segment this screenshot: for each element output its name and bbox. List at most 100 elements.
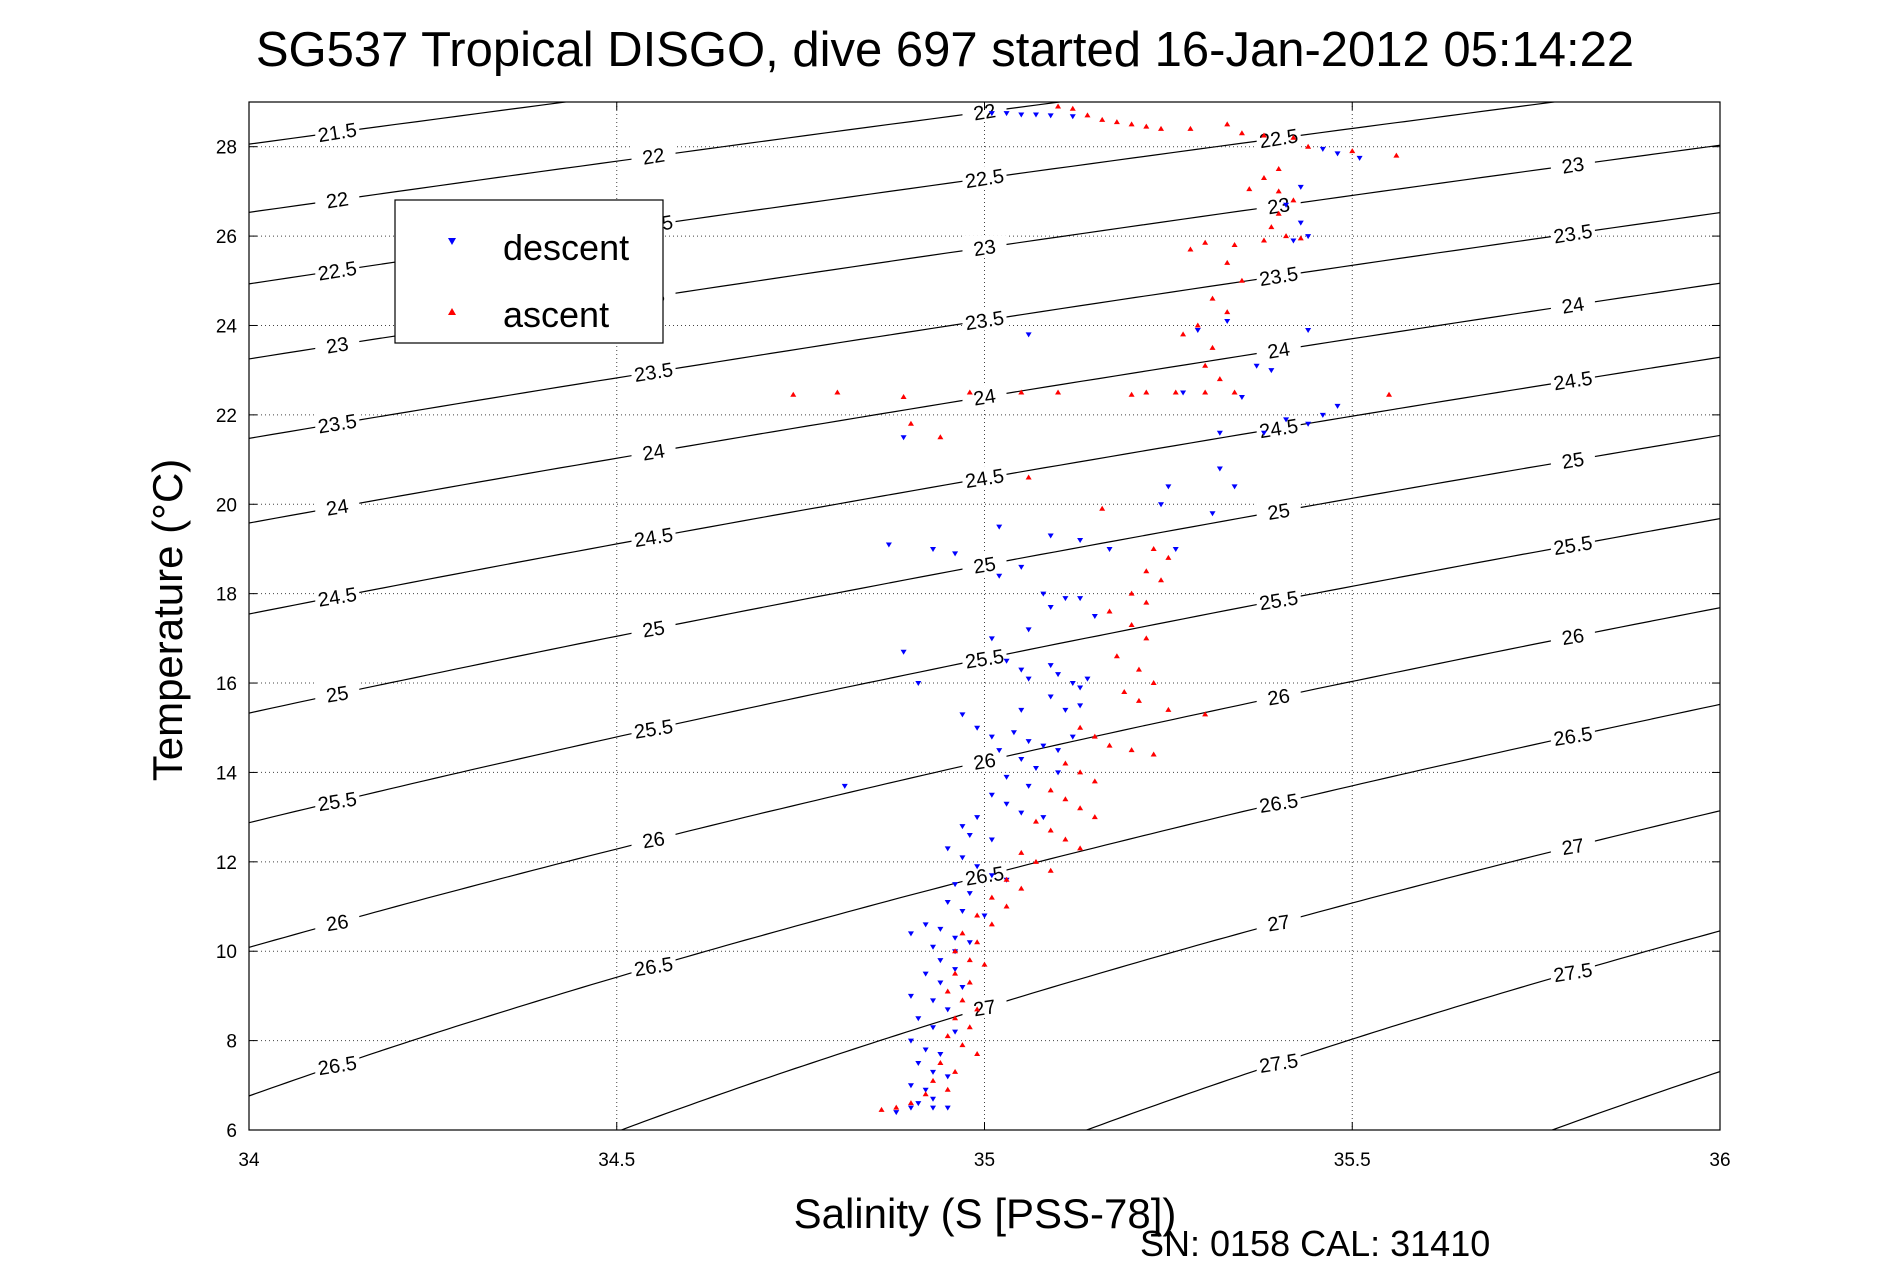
- ascent-point: [1062, 836, 1069, 842]
- ascent-point: [1165, 706, 1172, 712]
- ascent-point: [966, 979, 973, 985]
- descent-point: [974, 725, 981, 731]
- ascent-point: [1025, 474, 1032, 480]
- descent-point: [988, 111, 995, 117]
- y-tick-label: 28: [216, 138, 237, 159]
- ascent-point: [1216, 376, 1223, 382]
- descent-point: [922, 1047, 929, 1053]
- contour-label-bg: [315, 333, 360, 356]
- ascent-point: [1135, 666, 1142, 672]
- contour-label: 27.5: [1552, 959, 1594, 987]
- contour-label-bg: [962, 995, 1007, 1018]
- contour-label: 26: [325, 911, 350, 936]
- ascent-point: [1172, 389, 1179, 395]
- contour-label-bg: [1256, 338, 1301, 361]
- descent-point: [996, 573, 1003, 579]
- descent-point: [915, 1101, 922, 1107]
- density-contour-line: [249, 517, 1720, 824]
- descent-point: [1032, 765, 1039, 771]
- ascent-point: [1194, 322, 1201, 328]
- descent-point: [1003, 658, 1010, 664]
- legend-descent-label: descent: [503, 227, 629, 268]
- y-tick-label: 12: [216, 853, 237, 874]
- descent-point: [1268, 368, 1275, 374]
- y-tick-label: 18: [216, 585, 237, 606]
- descent-point: [1216, 430, 1223, 436]
- ascent-point: [937, 1059, 944, 1065]
- ascent-point: [1113, 119, 1120, 125]
- descent-point: [1025, 783, 1032, 789]
- ascent-point: [900, 393, 907, 399]
- contour-label: 23: [972, 236, 997, 261]
- contour-label-bg: [1256, 126, 1301, 149]
- contour-label: 23.5: [1552, 221, 1594, 249]
- contour-label: 25: [1560, 449, 1585, 474]
- descent-point: [915, 1060, 922, 1066]
- ascent-point: [1128, 391, 1135, 397]
- descent-point: [981, 913, 988, 919]
- ascent-point: [1158, 577, 1165, 583]
- descent-point: [1018, 564, 1025, 570]
- ascent-point: [1180, 331, 1187, 337]
- ascent-point: [1202, 711, 1209, 717]
- descent-point: [841, 783, 848, 789]
- descent-point: [944, 900, 951, 906]
- contour-label-bg: [1550, 624, 1595, 647]
- contour-label-bg: [1256, 910, 1301, 933]
- ascent-point: [952, 948, 959, 954]
- contour-label-bg: [1550, 293, 1595, 316]
- ascent-point: [1018, 849, 1025, 855]
- ascent-point: [966, 1024, 973, 1030]
- descent-point: [966, 940, 973, 946]
- descent-point: [1231, 484, 1238, 490]
- contour-label-bg: [1256, 499, 1301, 522]
- descent-point: [1091, 614, 1098, 619]
- x-tick-label: 36: [1709, 1150, 1730, 1171]
- ascent-point: [1268, 224, 1275, 230]
- contour-label-bg: [1550, 960, 1595, 983]
- contour-label: 25.5: [1258, 587, 1300, 615]
- contour-label-bg: [962, 552, 1007, 575]
- ascent-point: [1231, 389, 1238, 395]
- descent-point: [930, 1069, 937, 1075]
- ascent-point: [907, 1100, 914, 1106]
- descent-point: [922, 971, 929, 977]
- descent-point: [922, 1087, 929, 1093]
- descent-point: [1047, 694, 1054, 700]
- legend-descent-marker: [448, 238, 456, 245]
- density-contours: [249, 102, 1720, 1130]
- contour-label: 24: [641, 440, 666, 465]
- contour-label-bg: [631, 525, 676, 548]
- ascent-point: [1077, 805, 1084, 811]
- descent-point: [893, 1110, 900, 1116]
- ascent-point: [974, 1006, 981, 1012]
- descent-point: [1253, 363, 1260, 369]
- ascent-point: [1202, 362, 1209, 368]
- descent-point: [944, 1074, 951, 1080]
- descent-point: [1077, 703, 1084, 709]
- contour-label: 25.5: [633, 716, 675, 744]
- descent-point: [1180, 390, 1187, 396]
- descent-point: [1172, 546, 1179, 552]
- descent-point: [937, 926, 944, 932]
- ascent-point: [1187, 246, 1194, 252]
- legend-ascent-label: ascent: [503, 294, 609, 335]
- ascent-point: [944, 1086, 951, 1092]
- ascent-point: [952, 1015, 959, 1021]
- ascent-point: [1143, 635, 1150, 641]
- contour-label: 24: [972, 385, 997, 410]
- contour-label: 25: [641, 617, 666, 642]
- contour-label-bg: [962, 166, 1007, 189]
- ascent-point: [959, 997, 966, 1003]
- ascent-point: [981, 961, 988, 967]
- contour-label: 25: [325, 682, 350, 707]
- descent-point: [959, 908, 966, 914]
- ascent-point: [1260, 174, 1267, 180]
- descent-point: [1305, 421, 1312, 427]
- descent-point: [1297, 220, 1304, 226]
- descent-point: [930, 1025, 937, 1031]
- descent-point: [988, 734, 995, 740]
- descent-point: [1297, 184, 1304, 190]
- ascent-point: [834, 389, 841, 395]
- contour-label: 25.5: [1552, 532, 1594, 560]
